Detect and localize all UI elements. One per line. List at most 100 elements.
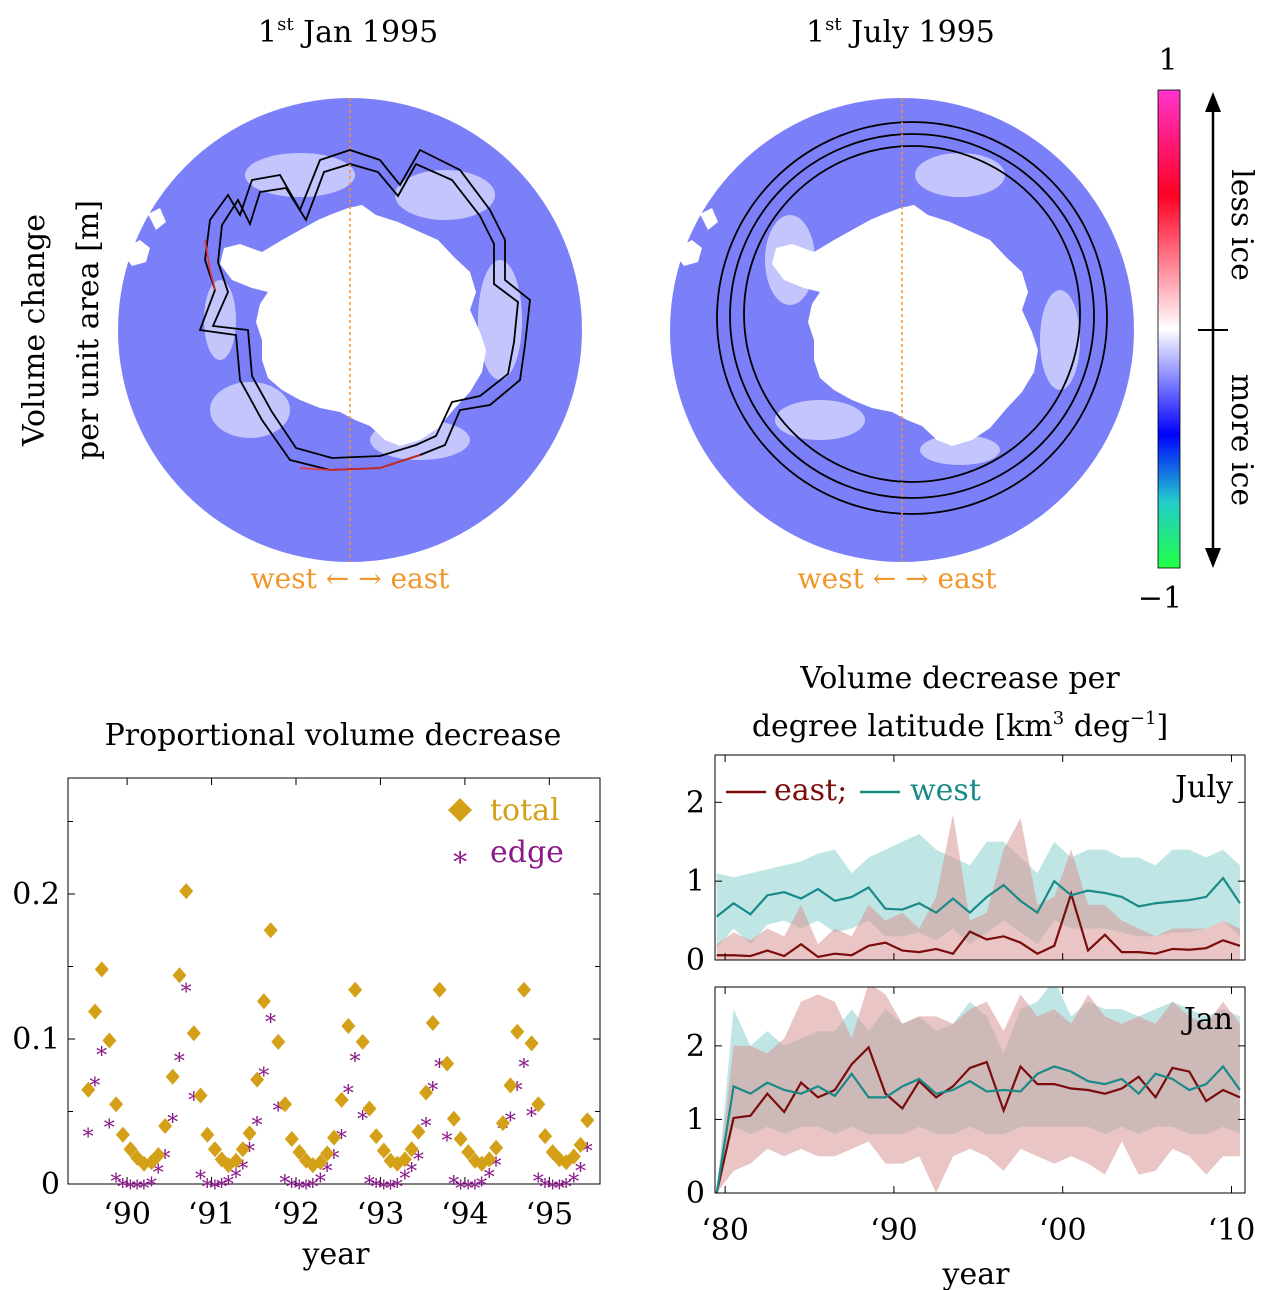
maps-ylabel-line1: Volume change	[17, 214, 52, 447]
total-point	[573, 1136, 588, 1153]
total-point	[461, 1144, 476, 1161]
total-point	[538, 1128, 553, 1145]
legend-edge-label: edge	[490, 835, 564, 870]
edge-point: ∗	[369, 1171, 384, 1196]
total-point	[207, 1141, 222, 1158]
colorbar-less-ice-label: less ice	[1224, 169, 1259, 281]
scatter-points: ∗∗∗∗∗∗∗∗∗∗∗∗∗∗∗∗∗∗∗∗∗∗∗∗∗∗∗∗∗∗∗∗∗∗∗∗∗∗∗∗…	[81, 883, 595, 1198]
edge-point: ∗	[158, 1142, 173, 1167]
edge-point: ∗	[313, 1165, 328, 1190]
total-point	[109, 1096, 124, 1113]
edge-point: ∗	[130, 1173, 145, 1198]
colorbar-more-ice-label: more ice	[1224, 374, 1259, 506]
line-chart: Volume decrease per degree latitude [km3…	[686, 661, 1255, 1290]
total-point	[256, 993, 271, 1010]
edge-point: ∗	[305, 1171, 320, 1196]
scatter-legend: total ∗ edge	[448, 793, 564, 873]
total-point	[123, 1141, 138, 1158]
total-point	[263, 922, 278, 939]
edge-point: ∗	[446, 1168, 461, 1193]
map-jan-antarctica	[220, 205, 486, 446]
edge-point: ∗	[566, 1165, 581, 1190]
total-point	[531, 1096, 546, 1113]
edge-point: ∗	[468, 1173, 483, 1198]
edge-point: ∗	[263, 1006, 278, 1031]
edge-point: ∗	[538, 1171, 553, 1196]
total-point	[369, 1128, 384, 1145]
line-xlabel: year	[942, 1257, 1011, 1290]
map-jan-title: 1st Jan 1995	[258, 14, 438, 50]
edge-point: ∗	[172, 1045, 187, 1070]
edge-point: ∗	[432, 1051, 447, 1076]
total-point	[432, 981, 447, 998]
edge-point: ∗	[348, 1045, 363, 1070]
total-point	[320, 1145, 335, 1162]
scatter-xtick-label: ‘90	[103, 1197, 151, 1232]
total-point	[419, 1084, 434, 1101]
maps-ylabel-line2: per unit area [m]	[71, 200, 106, 460]
edge-point: ∗	[474, 1170, 489, 1195]
east-band-jan	[716, 987, 1240, 1193]
panel-jan-frame	[714, 986, 1246, 1194]
edge-point: ∗	[327, 1142, 342, 1167]
panel-jan-ytick-label: 2	[686, 1029, 705, 1064]
total-point	[193, 1087, 208, 1104]
scatter-ytick-label: 0.2	[12, 877, 60, 912]
panel-july-label: July	[1172, 770, 1233, 805]
map-jan-direction-label: west ← → east	[251, 562, 450, 595]
scatter-xtick-label: ‘95	[525, 1197, 573, 1232]
edge-point: ∗	[207, 1173, 222, 1198]
scatter-xtick-label: ‘92	[272, 1197, 320, 1232]
east-band-july	[716, 814, 1240, 960]
line-xtick-label: ‘10	[1208, 1213, 1256, 1248]
total-point	[284, 1131, 299, 1148]
total-point	[341, 1017, 356, 1034]
line-title-line1: Volume decrease per	[799, 661, 1120, 696]
panel-jan-ytick-label: 1	[686, 1102, 705, 1137]
panel-jan-label: Jan	[1181, 1002, 1233, 1037]
panel-july-ytick-label: 0	[686, 943, 705, 978]
line-xtick-label: ‘90	[870, 1213, 918, 1248]
total-point	[510, 1023, 525, 1040]
total-point	[250, 1071, 265, 1088]
colorbar-arrow-down-head	[1205, 548, 1221, 568]
total-point	[517, 981, 531, 998]
line-xtick-label: ‘80	[701, 1213, 749, 1248]
scatter-ytick-label: 0	[41, 1167, 60, 1202]
total-point	[81, 1081, 96, 1098]
edge-point: ∗	[573, 1155, 588, 1180]
edge-point: ∗	[123, 1173, 138, 1198]
edge-point: ∗	[299, 1173, 314, 1198]
line-xtick-label: ‘00	[1039, 1213, 1087, 1248]
edge-point: ∗	[81, 1120, 96, 1145]
total-point	[242, 1125, 257, 1142]
total-point	[348, 981, 363, 998]
map-jul-title-sup: st	[825, 14, 842, 35]
scatter-chart: Proportional volume decrease 0 0.1 0.2 ‘90 ‘…	[12, 718, 601, 1272]
scatter-xtick-label: ‘91	[188, 1197, 236, 1232]
map-jul-islands	[677, 208, 718, 266]
total-point	[94, 961, 109, 978]
edge-point: ∗	[453, 1173, 468, 1198]
edge-point: ∗	[144, 1170, 159, 1195]
edge-point: ∗	[278, 1167, 293, 1192]
colorbar-gradient	[1157, 89, 1181, 569]
total-point	[327, 1129, 341, 1146]
edge-point: ∗	[292, 1173, 307, 1198]
total-point	[102, 1032, 117, 1049]
edge-point: ∗	[137, 1173, 152, 1198]
scatter-xtick-label: ‘93	[357, 1197, 405, 1232]
total-point	[158, 1118, 173, 1134]
panel-jan: 0 1 2 Jan ‘80 ‘90 ‘00 ‘10	[686, 986, 1256, 1248]
edge-point: ∗	[214, 1171, 229, 1196]
total-point	[115, 1126, 130, 1143]
edge-point: ∗	[115, 1171, 130, 1196]
scatter-plot-frame	[67, 777, 601, 1185]
total-point	[278, 1096, 293, 1113]
east-line-jan	[715, 1045, 1241, 1193]
map-jul-title: 1st July 1995	[806, 14, 995, 50]
total-point	[172, 967, 187, 984]
edge-point: ∗	[545, 1173, 560, 1198]
total-point	[235, 1141, 250, 1158]
